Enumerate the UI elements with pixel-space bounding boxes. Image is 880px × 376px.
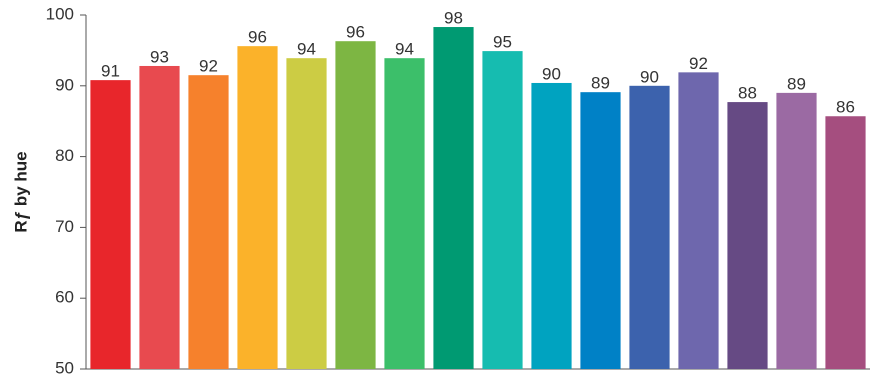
bar: [384, 58, 425, 370]
y-tick-label: 90: [55, 75, 74, 94]
bar: [629, 85, 670, 370]
bar: [139, 65, 180, 369]
value-label: 92: [199, 57, 218, 76]
bar: [90, 80, 131, 370]
bar: [286, 58, 327, 370]
bar: [433, 27, 474, 369]
y-axis-label: Rƒ by hue: [11, 151, 30, 232]
y-tick-label: 50: [55, 358, 74, 376]
value-label: 89: [787, 74, 806, 93]
value-label: 92: [689, 54, 708, 73]
value-label: 88: [738, 84, 757, 103]
value-label: 91: [101, 62, 120, 81]
y-tick-label: 80: [55, 146, 74, 165]
value-label: 89: [591, 74, 610, 93]
bar: [237, 46, 278, 369]
value-label: 95: [493, 33, 512, 52]
value-label: 94: [297, 40, 316, 59]
bar: [727, 102, 768, 370]
y-tick-label: 100: [46, 4, 74, 23]
value-label: 90: [640, 67, 659, 86]
value-label: 96: [248, 28, 267, 47]
bar: [776, 92, 817, 369]
bar: [825, 116, 866, 369]
value-label: 94: [395, 40, 414, 59]
y-tick-label: 70: [55, 217, 74, 236]
bar: [531, 82, 572, 369]
value-label: 90: [542, 64, 561, 83]
bar: [335, 41, 376, 370]
y-tick-label: 60: [55, 288, 74, 307]
bar: [580, 92, 621, 369]
value-label: 86: [836, 98, 855, 117]
bar: [188, 75, 229, 370]
value-label: 93: [150, 47, 169, 66]
bar: [678, 72, 719, 370]
bar: [482, 51, 523, 369]
value-label: 96: [346, 23, 365, 42]
value-label: 98: [444, 9, 463, 28]
